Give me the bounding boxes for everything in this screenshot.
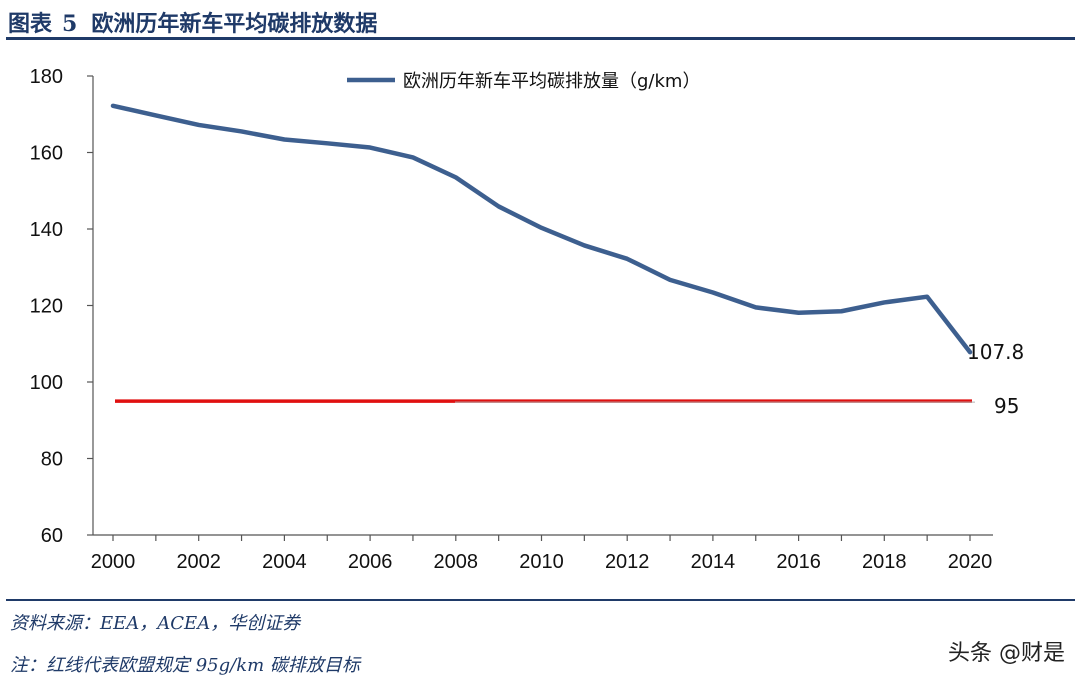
- top-rule: [6, 37, 1075, 40]
- y-tick-label: 180: [30, 66, 63, 88]
- bottom-rule: [6, 599, 1075, 601]
- x-tick-label: 2018: [862, 551, 907, 573]
- x-tick-label: 2006: [348, 551, 393, 573]
- figure-number: 5: [62, 11, 78, 37]
- y-tick-label: 120: [30, 296, 63, 318]
- x-tick-label: 2000: [91, 551, 136, 573]
- x-tick-label: 2008: [434, 551, 479, 573]
- x-tick-label: 2020: [948, 551, 993, 573]
- x-tick-label: 2012: [605, 551, 650, 573]
- figure-number-label: 图表: [8, 11, 53, 37]
- line-chart: 60 80 100 120 140 160 180 2000 2002 2004 2006 2008 2…: [30, 66, 1025, 573]
- y-tick-label: 140: [30, 219, 63, 241]
- x-tick-label: 2010: [519, 551, 564, 573]
- source-note: 资料来源：EEA，ACEA，华创证券: [10, 613, 301, 634]
- watermark: 头条 @财是: [948, 641, 1065, 666]
- figure-title: 图表 5 欧洲历年新车平均碳排放数据: [8, 6, 377, 38]
- legend-label: 欧洲历年新车平均碳排放量（g/km）: [403, 71, 700, 92]
- y-tick-label: 60: [41, 525, 63, 547]
- x-tick-label: 2016: [776, 551, 821, 573]
- y-tick-label: 80: [41, 449, 63, 471]
- footnote: 注：红线代表欧盟规定 95g/km 碳排放目标: [10, 655, 360, 676]
- y-tick-label: 160: [30, 143, 63, 165]
- x-tick-label: 2014: [691, 551, 736, 573]
- figure-title-text: 欧洲历年新车平均碳排放数据: [91, 11, 378, 37]
- end-value-label: 107.8: [967, 340, 1024, 364]
- x-tick-label: 2004: [262, 551, 307, 573]
- target-value-label: 95: [994, 394, 1019, 418]
- x-tick-label: 2002: [176, 551, 221, 573]
- y-tick-label: 100: [30, 372, 63, 394]
- series-line: [110, 103, 973, 355]
